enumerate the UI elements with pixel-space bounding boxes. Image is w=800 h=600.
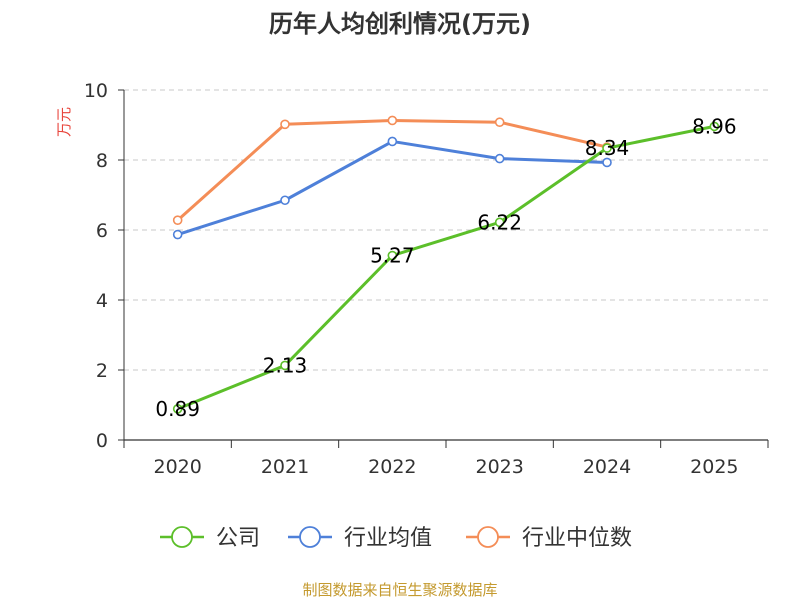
data-point bbox=[172, 229, 183, 240]
legend-label: 行业中位数 bbox=[522, 526, 632, 551]
legend-marker bbox=[477, 526, 499, 548]
legend-marker bbox=[299, 526, 321, 548]
data-label: 2.13 bbox=[263, 353, 308, 377]
legend-label: 公司 bbox=[216, 526, 260, 551]
x-tick-label: 2020 bbox=[153, 456, 201, 478]
data-point bbox=[602, 157, 612, 168]
data-point bbox=[494, 153, 505, 164]
data-point bbox=[387, 115, 398, 126]
series-line-2 bbox=[176, 118, 609, 222]
y-tick-label: 8 bbox=[96, 150, 108, 172]
y-axis-label: 万元 bbox=[55, 107, 73, 137]
data-label: 8.96 bbox=[692, 114, 737, 138]
data-label: 8.34 bbox=[585, 136, 630, 160]
y-tick-label: 2 bbox=[96, 360, 108, 382]
data-point bbox=[280, 360, 290, 371]
x-tick-label: 2024 bbox=[583, 456, 631, 478]
data-label: 5.27 bbox=[370, 244, 415, 268]
data-point bbox=[494, 117, 505, 127]
y-tick-label: 0 bbox=[96, 430, 108, 452]
y-tick-label: 4 bbox=[96, 290, 108, 312]
x-tick-label: 2021 bbox=[261, 456, 309, 478]
data-source-credit: 制图数据来自恒生聚源数据库 bbox=[302, 581, 498, 599]
data-point bbox=[172, 404, 183, 414]
data-point bbox=[387, 250, 398, 261]
series-line-1 bbox=[176, 139, 609, 237]
data-label: 6.22 bbox=[477, 210, 522, 234]
data-point bbox=[602, 143, 612, 153]
data-point bbox=[172, 215, 183, 225]
legend-marker bbox=[171, 526, 193, 548]
data-point bbox=[280, 119, 290, 130]
data-point bbox=[709, 121, 720, 132]
data-point bbox=[494, 217, 505, 228]
y-tick-label: 6 bbox=[96, 220, 108, 242]
data-label: 0.89 bbox=[155, 397, 200, 421]
chart-title: 历年人均创利情况(万元) bbox=[269, 10, 531, 38]
x-tick-label: 2022 bbox=[368, 456, 416, 478]
data-point bbox=[387, 136, 398, 147]
legend-label: 行业均值 bbox=[344, 526, 432, 551]
x-tick-label: 2025 bbox=[690, 456, 738, 478]
y-tick-label: 10 bbox=[84, 80, 108, 102]
data-point bbox=[280, 195, 290, 206]
series-line-0 bbox=[176, 124, 716, 411]
x-tick-label: 2023 bbox=[475, 456, 523, 478]
